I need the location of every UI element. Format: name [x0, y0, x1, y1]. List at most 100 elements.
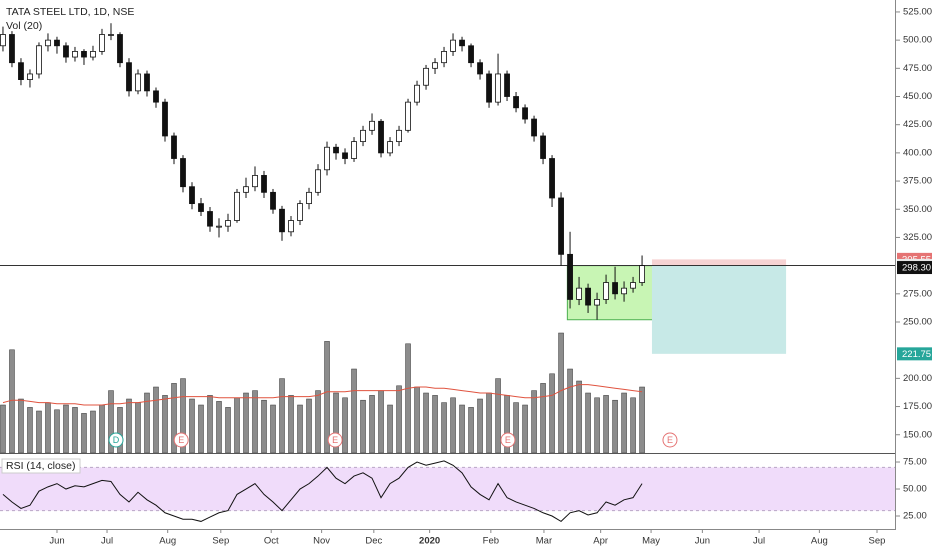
candle-body: [270, 191, 276, 210]
volume-bar: [432, 395, 438, 454]
candle-body: [441, 51, 447, 64]
event-label: E: [667, 435, 673, 445]
y-tick-label: 375.00: [903, 176, 932, 187]
rsi-legend-box: [1, 458, 81, 474]
price-label-box: [897, 261, 932, 275]
candle-body: [234, 191, 240, 221]
volume-bar: [549, 373, 555, 454]
candle-body: [513, 96, 519, 109]
candle-body: [576, 287, 582, 300]
candle-body: [108, 34, 114, 36]
candle-body: [360, 129, 366, 143]
volume-bar: [252, 390, 258, 454]
volume-bar: [189, 398, 195, 454]
volume-bar: [0, 404, 6, 454]
event-marker: [108, 432, 124, 448]
event-marker: [173, 432, 189, 448]
volume-bar: [567, 368, 573, 454]
candle-body: [450, 39, 456, 52]
x-tick-label: Feb: [483, 536, 499, 547]
event-label: D: [113, 435, 120, 445]
candle-body: [432, 62, 438, 69]
volume-bar: [468, 407, 474, 454]
x-tick-label: Jul: [753, 536, 765, 547]
volume-bar: [621, 392, 627, 454]
volume-bar: [297, 404, 303, 454]
volume-bar: [279, 378, 285, 454]
y-tick-label: 450.00: [903, 91, 932, 102]
event-marker: [327, 432, 343, 448]
candle-body: [396, 129, 402, 143]
x-tick-label: Sep: [212, 536, 229, 547]
x-tick-label: Mar: [536, 536, 552, 547]
event-label: E: [505, 435, 511, 445]
candle-body: [567, 253, 573, 300]
candle-body: [522, 107, 528, 120]
volume-bar: [288, 395, 294, 454]
volume-bar: [351, 368, 357, 454]
y-tick-label: 175.00: [903, 401, 932, 412]
candle-body: [387, 141, 393, 154]
y-tick-label: 275.00: [903, 288, 932, 299]
candle-body: [405, 101, 411, 131]
volume-label: Vol (20): [6, 20, 42, 32]
volume-bar: [27, 407, 33, 454]
event-label: E: [332, 435, 338, 445]
candle-body: [585, 287, 591, 306]
volume-bar: [225, 407, 231, 454]
volume-bar: [45, 402, 51, 454]
volume-bar: [576, 380, 582, 454]
volume-bar: [54, 409, 60, 454]
candle-body: [72, 51, 78, 58]
volume-bar: [360, 399, 366, 454]
price-label: 221.75: [902, 349, 931, 360]
candle-body: [36, 45, 42, 75]
y-tick-label: 325.00: [903, 232, 932, 243]
candle-body: [540, 135, 546, 159]
volume-bar: [243, 392, 249, 454]
candle-body: [18, 62, 24, 80]
candle-body: [369, 120, 375, 131]
candle-body: [135, 73, 141, 92]
volume-bar: [90, 410, 96, 454]
volume-bar: [495, 378, 501, 454]
candle-body: [351, 141, 357, 159]
volume-bar: [513, 402, 519, 454]
volume-bar: [198, 404, 204, 454]
volume-bar: [486, 392, 492, 454]
candle-body: [504, 73, 510, 97]
candle-body: [198, 203, 204, 212]
volume-bar: [585, 392, 591, 454]
volume-bar: [99, 404, 105, 454]
volume-bar: [36, 410, 42, 454]
x-tick-label: Oct: [264, 536, 279, 547]
stop-zone: [651, 259, 787, 266]
volume-bar: [441, 402, 447, 454]
rsi-line: [2, 460, 643, 523]
volume-bar: [9, 349, 15, 454]
candle-body: [45, 39, 51, 47]
candle-body: [63, 45, 69, 58]
candle-body: [225, 220, 231, 227]
candle-body: [531, 118, 537, 137]
volume-bar: [72, 407, 78, 454]
volume-bar: [414, 386, 420, 454]
candle-body: [9, 34, 15, 64]
event-marker: [500, 432, 516, 448]
volume-bar: [531, 390, 537, 454]
candle-body: [333, 146, 339, 154]
candle-body: [630, 282, 636, 289]
candle-body: [81, 51, 87, 58]
x-tick-label: Aug: [811, 536, 828, 547]
y-tick-label: 475.00: [903, 63, 932, 74]
candle-body: [216, 225, 222, 228]
volume-bar: [558, 332, 564, 454]
price-label: 298.30: [902, 263, 931, 274]
volume-bar: [450, 397, 456, 454]
x-tick-label: Dec: [365, 536, 382, 547]
volume-bar: [378, 390, 384, 454]
volume-bar: [162, 395, 168, 454]
candle-body: [639, 265, 645, 283]
candle-body: [207, 211, 213, 227]
